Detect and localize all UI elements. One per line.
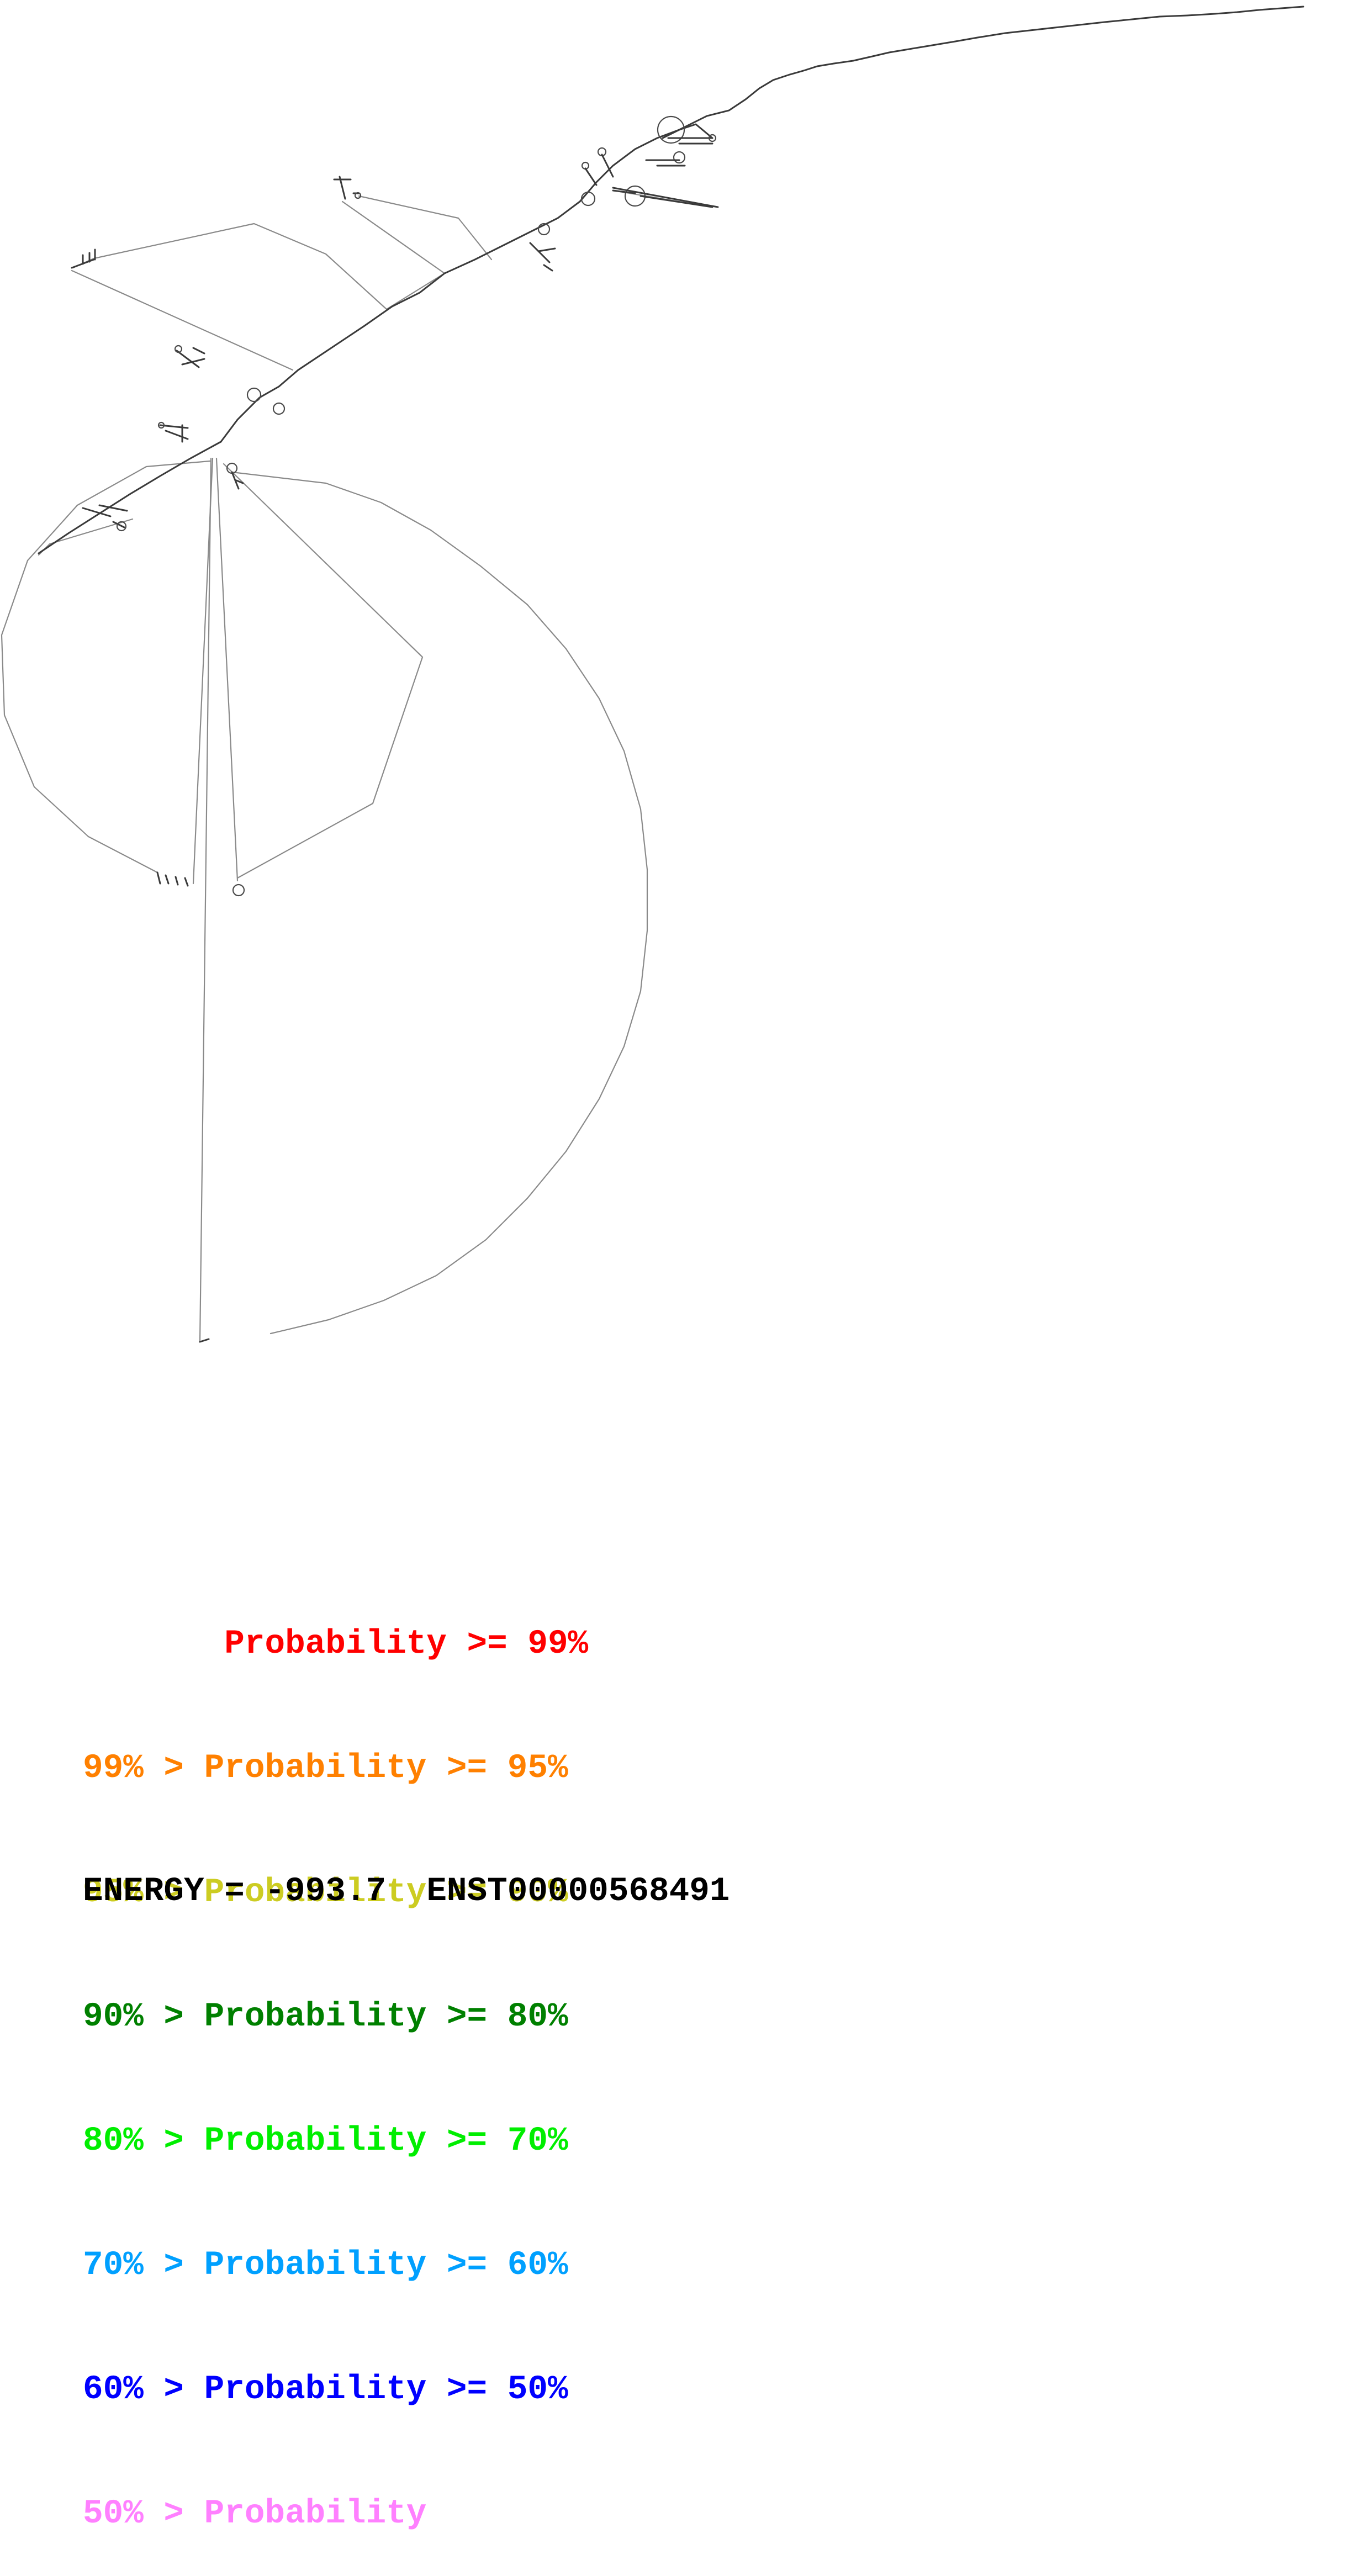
legend-row-99: Probability >= 99% (83, 1623, 588, 1665)
legend-label: Probability >= 60% (204, 2246, 568, 2284)
stems-and-loops (71, 115, 719, 1343)
stem-bottom-tail (199, 1338, 210, 1343)
probability-legend: Probability >= 99% 99% > Probability >= … (83, 1541, 588, 2576)
stem-top-right-2 (645, 159, 686, 167)
stem-central-down (231, 471, 244, 490)
junction-mid-1 (246, 387, 262, 403)
stem-top-right-4 (667, 137, 713, 145)
hairpin-top-right-1 (657, 115, 685, 144)
junction-upper-right-2 (580, 191, 596, 207)
backbone-long-stem-right (215, 457, 239, 882)
transcript-id: ENST00000568491 (426, 1873, 730, 1911)
helix-main-upper (220, 123, 713, 443)
backbone-left-loop (1, 460, 211, 874)
rna-secondary-structure-diagram (1, 6, 1304, 1343)
legend-prefix (83, 1625, 224, 1663)
legend-prefix: 80% > (83, 2122, 204, 2160)
legend-prefix: 60% > (83, 2371, 204, 2409)
junction-upper-right-1 (537, 223, 551, 236)
legend-row-70: 80% > Probability >= 70% (83, 2120, 588, 2162)
legend-row-80: 90% > Probability >= 80% (83, 1996, 588, 2038)
backbone-top-center-upper (358, 195, 493, 261)
legend-label: Probability >= 99% (224, 1625, 589, 1663)
hairpin-mid-2 (157, 421, 165, 429)
hairpin-bottom-center (232, 884, 245, 897)
energy-label: ENERGY = -993.7 (83, 1873, 387, 1911)
legend-label: Probability >= 95% (204, 1749, 568, 1787)
backbone-top-left-return (71, 269, 294, 371)
hairpin-mid-1 (174, 345, 183, 353)
helix-upper-branch (662, 6, 1304, 139)
legend-prefix: 90% > (83, 1998, 204, 2036)
hairpin-top-right-2 (673, 151, 686, 164)
stem-mid-1 (176, 347, 205, 368)
legend-prefix: 50% > (83, 2495, 204, 2533)
junction-mid-2 (272, 402, 286, 415)
legend-row-60: 70% > Probability >= 60% (83, 2245, 588, 2286)
legend-label: Probability >= 80% (204, 1998, 568, 2036)
legend-row-95: 99% > Probability >= 95% (83, 1748, 588, 1789)
legend-prefix: 70% > (83, 2246, 204, 2284)
hairpin-top-right-3 (708, 134, 717, 142)
structure-footer: ENERGY = -993.7 ENST00000568491 (83, 1871, 730, 1912)
legend-prefix: 99% > (83, 1749, 204, 1787)
stem-mid-2 (159, 424, 189, 443)
stem-top-left (71, 248, 96, 269)
legend-row-50: 60% > Probability >= 50% (83, 2369, 588, 2410)
stem-upper-right-2 (612, 189, 713, 208)
backbone-long-stem-left (199, 457, 212, 1343)
stem-bottom-left (156, 871, 189, 887)
stem-lower-left (82, 504, 128, 528)
backbone-large-arc (231, 471, 648, 1335)
legend-label: Probability (204, 2495, 427, 2533)
stem-top-right-3 (612, 187, 719, 208)
backbone-top-center-loop (341, 200, 446, 274)
backbone-lines (1, 189, 713, 1343)
backbone-right-loop (223, 463, 424, 879)
legend-row-below-50: 50% > Probability (83, 2493, 588, 2535)
legend-label: Probability >= 50% (204, 2371, 568, 2409)
helix-spine (38, 6, 1304, 554)
legend-label: Probability >= 70% (204, 2122, 568, 2160)
hairpin-lower-left (116, 521, 127, 532)
legend-prefix: 95% > (83, 1874, 204, 1912)
helix-main-lower (38, 441, 222, 554)
backbone-long-stem-center (192, 457, 214, 885)
hairpin-top-center (354, 192, 362, 199)
stem-top-right-1 (584, 154, 614, 186)
legend-row-90: 95% > Probability >= 90% (83, 1872, 588, 1913)
stem-upper-right-1 (529, 242, 556, 272)
legend-label: Probability >= 90% (204, 1874, 568, 1912)
